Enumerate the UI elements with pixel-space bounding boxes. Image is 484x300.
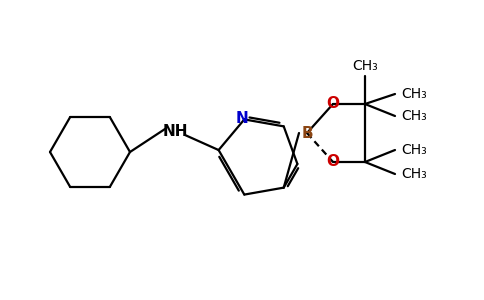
Text: CH₃: CH₃	[401, 167, 427, 181]
Text: NH: NH	[162, 124, 188, 140]
Text: O: O	[327, 97, 339, 112]
Text: CH₃: CH₃	[401, 143, 427, 157]
Text: CH₃: CH₃	[352, 59, 378, 73]
Text: CH₃: CH₃	[401, 109, 427, 123]
Text: B: B	[301, 125, 313, 140]
Text: CH₃: CH₃	[401, 87, 427, 101]
Text: N: N	[236, 111, 249, 126]
Text: O: O	[327, 154, 339, 169]
